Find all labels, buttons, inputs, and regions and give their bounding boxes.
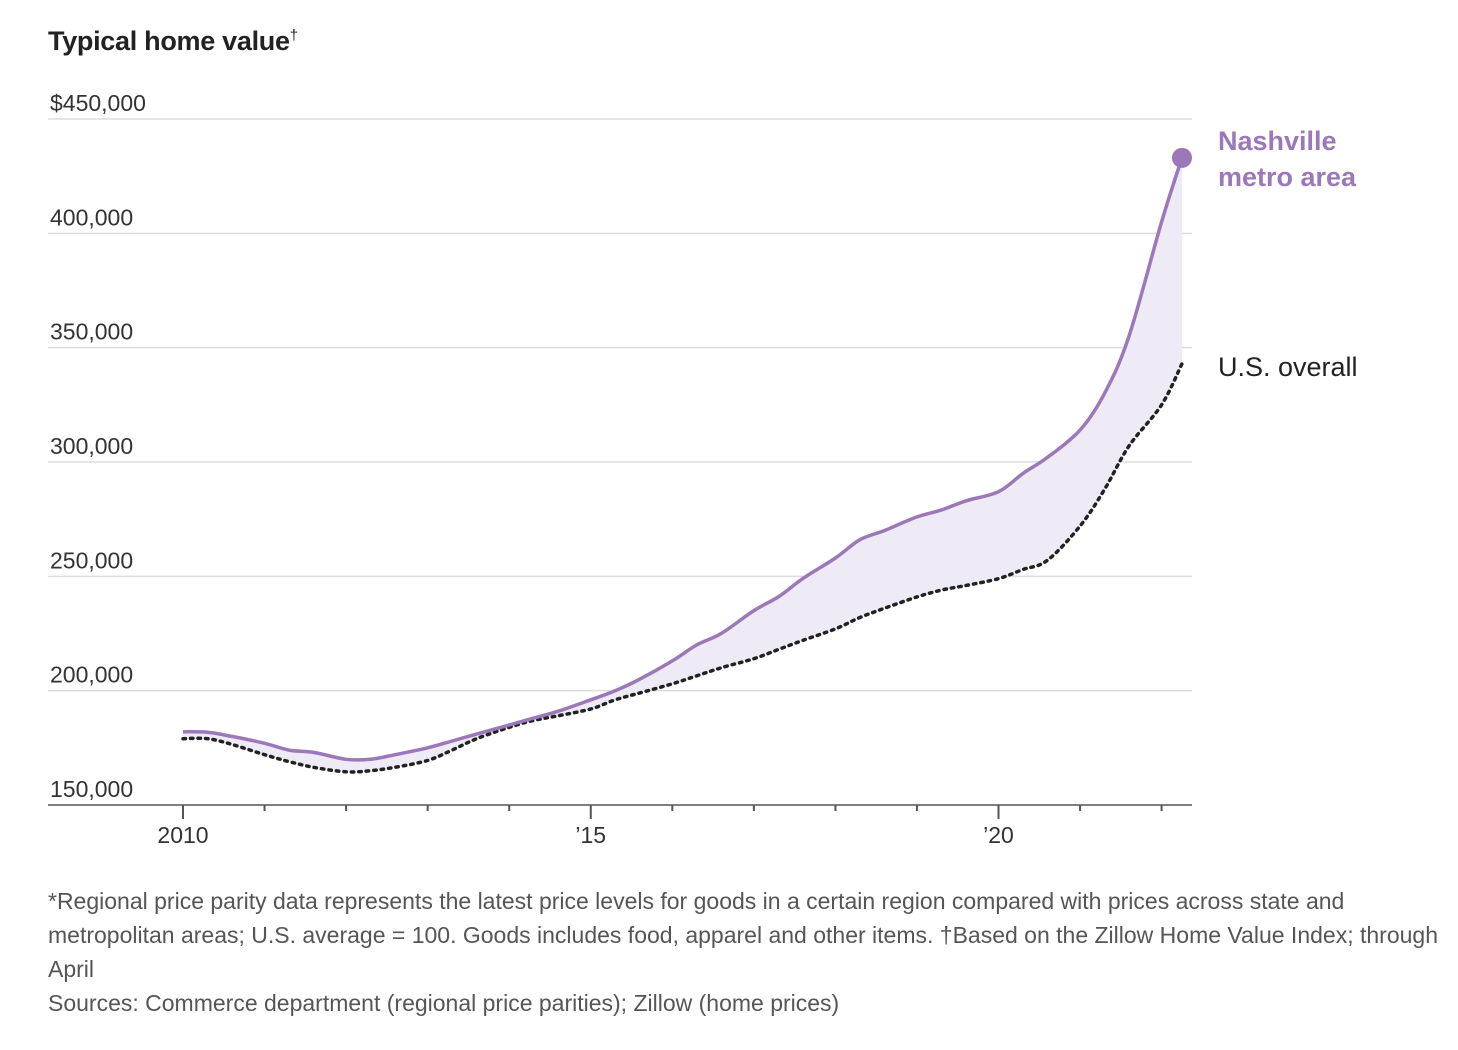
y-tick-label: 250,000 bbox=[50, 547, 133, 573]
y-tick-label: $450,000 bbox=[50, 90, 146, 116]
x-tick-label: 2010 bbox=[157, 822, 208, 848]
y-axis-labels: 150,000 200,000 250,000 300,000 350,000 400,0… bbox=[50, 90, 146, 802]
y-tick-label: 150,000 bbox=[50, 776, 133, 802]
series-label-nashville-line2: metro area bbox=[1218, 162, 1357, 192]
nashville-end-point bbox=[1172, 147, 1192, 168]
series-label-us-overall: U.S. overall bbox=[1218, 352, 1358, 382]
line-chart: 150,000 200,000 250,000 300,000 350,000 400,0… bbox=[48, 90, 1358, 848]
x-tick-label: ’20 bbox=[983, 822, 1014, 848]
series-line-us-overall bbox=[181, 361, 1184, 774]
y-tick-label: 300,000 bbox=[50, 433, 133, 459]
series-line-nashville bbox=[182, 157, 1184, 762]
gridlines bbox=[48, 118, 1192, 692]
chart-title-text: Typical home value bbox=[48, 26, 290, 56]
x-tick-label: ’15 bbox=[575, 822, 606, 848]
y-tick-label: 200,000 bbox=[50, 662, 133, 688]
sources-text: Sources: Commerce department (regional p… bbox=[48, 990, 840, 1016]
y-tick-label: 350,000 bbox=[50, 319, 133, 345]
footnote: *Regional price parity data represents t… bbox=[48, 884, 1438, 1020]
y-tick-label: 400,000 bbox=[50, 204, 133, 230]
footnote-text: *Regional price parity data represents t… bbox=[48, 888, 1438, 982]
x-axis: 2010 ’15 ’20 bbox=[48, 804, 1192, 848]
series-label-nashville-line1: Nashville bbox=[1218, 126, 1337, 156]
chart-title: Typical home value† bbox=[48, 26, 298, 57]
title-footnote-mark: † bbox=[289, 27, 298, 44]
